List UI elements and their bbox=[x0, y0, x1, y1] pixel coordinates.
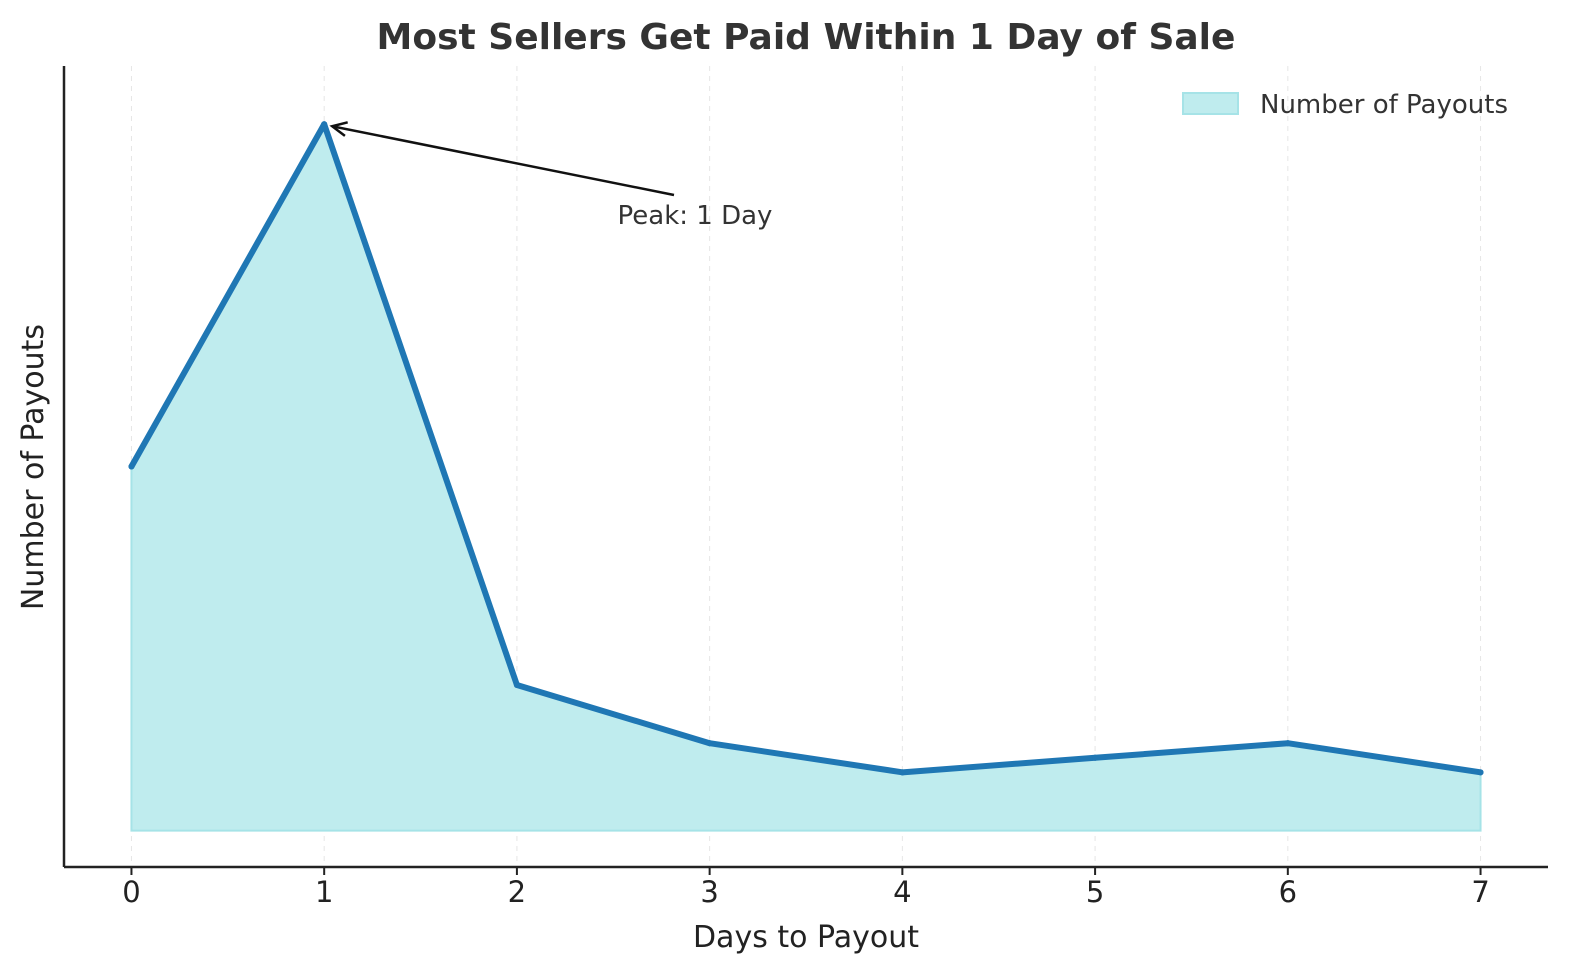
data-point-day-5 bbox=[1092, 754, 1099, 761]
x-tick-label-2: 2 bbox=[508, 875, 526, 909]
line-segment-2-3 bbox=[513, 681, 713, 747]
x-tick-label-7: 7 bbox=[1471, 875, 1489, 909]
data-point-day-7 bbox=[1477, 769, 1484, 776]
data-point-day-1 bbox=[321, 121, 328, 128]
axes-layer bbox=[62, 66, 1548, 869]
data-point-day-3 bbox=[706, 740, 713, 747]
area-fill-number-of-payouts bbox=[130, 121, 1482, 832]
legend-label: Number of Payouts bbox=[1260, 90, 1508, 120]
x-tick-label-4: 4 bbox=[893, 875, 911, 909]
annotation-arrow-line bbox=[331, 125, 675, 197]
ticks-layer: 0 1 2 3 4 5 6 7 bbox=[122, 867, 1490, 909]
data-point-day-4 bbox=[899, 769, 906, 776]
line-segment-0-1 bbox=[128, 121, 328, 470]
data-point-day-2 bbox=[513, 681, 520, 688]
x-tick-label-3: 3 bbox=[700, 875, 718, 909]
legend-swatch bbox=[1182, 92, 1239, 115]
annotation-arrow-head bbox=[329, 121, 348, 137]
chart-title: Most Sellers Get Paid Within 1 Day of Sa… bbox=[377, 17, 1236, 58]
area-layer bbox=[128, 121, 1484, 832]
legend: Number of Payouts bbox=[1182, 90, 1508, 120]
x-tick-label-6: 6 bbox=[1279, 875, 1297, 909]
x-axis-label: Days to Payout bbox=[693, 920, 919, 955]
annotation-label: Peak: 1 Day bbox=[618, 201, 773, 231]
x-tick-label-0: 0 bbox=[122, 875, 140, 909]
line-segment-6-7 bbox=[1284, 740, 1484, 776]
line-segment-1-2 bbox=[321, 121, 520, 688]
x-tick-label-1: 1 bbox=[315, 875, 333, 909]
data-point-day-6 bbox=[1284, 740, 1291, 747]
line-segment-3-4 bbox=[706, 740, 906, 776]
data-point-day-0 bbox=[128, 463, 135, 470]
line-segment-5-6 bbox=[1092, 740, 1291, 761]
y-axis-label: Number of Payouts bbox=[16, 324, 51, 610]
annotation-layer: Peak: 1 Day bbox=[329, 121, 773, 231]
x-tick-label-5: 5 bbox=[1086, 875, 1104, 909]
line-segment-4-5 bbox=[899, 754, 1099, 776]
